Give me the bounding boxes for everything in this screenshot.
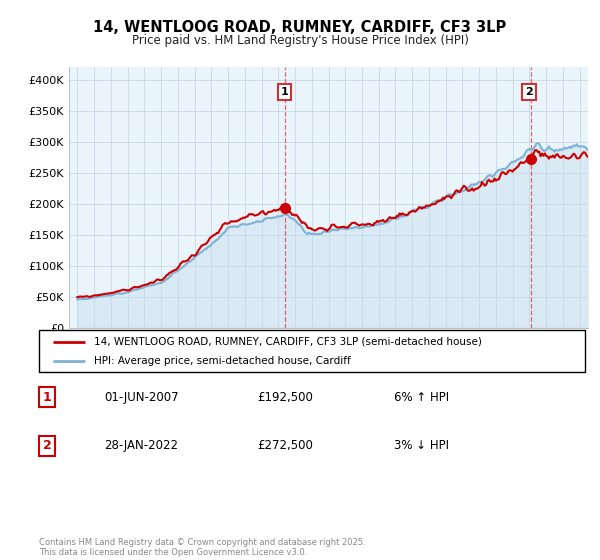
- Text: 2: 2: [43, 439, 52, 452]
- Text: £272,500: £272,500: [257, 439, 313, 452]
- Text: 1: 1: [43, 390, 52, 404]
- Text: 01-JUN-2007: 01-JUN-2007: [104, 390, 179, 404]
- Text: Contains HM Land Registry data © Crown copyright and database right 2025.
This d: Contains HM Land Registry data © Crown c…: [39, 538, 365, 557]
- Text: 3% ↓ HPI: 3% ↓ HPI: [394, 439, 449, 452]
- Text: 1: 1: [281, 87, 289, 97]
- Text: 14, WENTLOOG ROAD, RUMNEY, CARDIFF, CF3 3LP (semi-detached house): 14, WENTLOOG ROAD, RUMNEY, CARDIFF, CF3 …: [94, 337, 481, 347]
- Text: 14, WENTLOOG ROAD, RUMNEY, CARDIFF, CF3 3LP: 14, WENTLOOG ROAD, RUMNEY, CARDIFF, CF3 …: [94, 20, 506, 35]
- Text: Price paid vs. HM Land Registry's House Price Index (HPI): Price paid vs. HM Land Registry's House …: [131, 34, 469, 46]
- Text: HPI: Average price, semi-detached house, Cardiff: HPI: Average price, semi-detached house,…: [94, 356, 350, 366]
- Text: 6% ↑ HPI: 6% ↑ HPI: [394, 390, 449, 404]
- Text: 28-JAN-2022: 28-JAN-2022: [104, 439, 179, 452]
- Text: 2: 2: [525, 87, 533, 97]
- Text: £192,500: £192,500: [257, 390, 313, 404]
- FancyBboxPatch shape: [39, 330, 585, 372]
